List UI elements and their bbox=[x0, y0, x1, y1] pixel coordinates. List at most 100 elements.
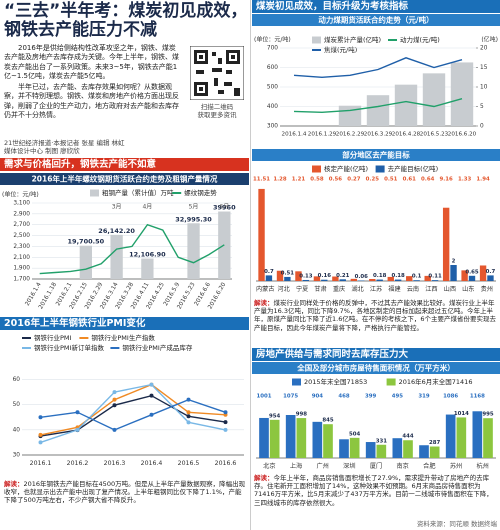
y2-tick-label: 20 bbox=[480, 46, 488, 52]
x-tick-label: 厦门 bbox=[370, 462, 382, 470]
value-label: 2 bbox=[452, 259, 456, 265]
x-tick-label: 南京 bbox=[396, 462, 408, 470]
bar bbox=[284, 276, 291, 281]
note-text: 今年上半年，商品房销售面积增长了27.9%，需求提升带动了房地产的去库存。住宅新… bbox=[254, 474, 493, 507]
x-tick-label: 上海 bbox=[290, 462, 302, 470]
qr-caption-line: 扫描二维码 bbox=[200, 103, 234, 111]
legend-swatch bbox=[312, 165, 321, 173]
chart-title: 动力煤期货活跃合约走势（元/吨） bbox=[318, 15, 433, 25]
line-series bbox=[293, 98, 463, 114]
point bbox=[38, 415, 43, 420]
value-label: 954 bbox=[269, 413, 281, 419]
bar bbox=[259, 417, 269, 458]
legend-label: 2016年6月末全国71416 bbox=[399, 377, 473, 386]
bar bbox=[431, 280, 439, 281]
value-label: 1001 bbox=[256, 394, 271, 400]
x-tick-label: 2016.3.29 bbox=[364, 132, 393, 138]
chart-title: 部分地区去产能目标 bbox=[342, 150, 410, 160]
y-tick-label: 300 bbox=[267, 124, 278, 130]
value-label: 995 bbox=[482, 412, 494, 418]
x-tick-label: 江苏 bbox=[370, 285, 382, 293]
value-label: 1.28 bbox=[273, 177, 287, 183]
period-label: 3月 bbox=[112, 204, 122, 211]
value-label: 0.51 bbox=[281, 270, 295, 276]
value-label: 0.21 bbox=[336, 273, 350, 279]
bar bbox=[369, 279, 376, 281]
x-tick-label: 山西 bbox=[444, 285, 456, 293]
legend-label: 焦煤(元/吨) bbox=[324, 45, 357, 54]
value-label: 0.16 bbox=[318, 273, 332, 279]
value-label: 904 bbox=[312, 394, 324, 400]
y-tick-label: 2,500 bbox=[13, 233, 30, 239]
bar bbox=[296, 418, 307, 458]
x-tick-label: 2016.1.29 bbox=[308, 132, 337, 138]
period-label: 4月 bbox=[142, 204, 152, 211]
x-tick-label: 2016.6.20 bbox=[448, 132, 477, 138]
chart: 部分地区去产能目标核定产能(亿吨) 去产能目标(亿吨)内蒙古 河北 宁夏 甘肃 重庆 湖北江… bbox=[252, 149, 500, 293]
line-series bbox=[40, 383, 226, 436]
y-tick-label: 2,700 bbox=[13, 222, 30, 228]
bar bbox=[472, 411, 483, 458]
bar bbox=[429, 446, 440, 458]
value-label: 0.61 bbox=[403, 177, 417, 183]
title-strip bbox=[0, 173, 249, 185]
bar bbox=[403, 440, 413, 458]
line-series bbox=[40, 383, 226, 444]
bar bbox=[323, 424, 333, 458]
bar bbox=[110, 234, 123, 279]
value-label: 1.33 bbox=[458, 177, 472, 183]
note-heading: 解读： bbox=[4, 480, 24, 488]
value-label: 444 bbox=[402, 434, 414, 440]
axis-unit: (单位：元/吨) bbox=[2, 191, 39, 199]
title-strip bbox=[252, 149, 500, 161]
value-label: 0.18 bbox=[373, 273, 387, 279]
bar bbox=[187, 223, 200, 279]
banner: 煤炭初见成效，目标升级为考核指标 bbox=[252, 0, 500, 13]
title-strip bbox=[252, 14, 500, 26]
value-label: 1086 bbox=[443, 394, 458, 400]
x-tick-label: 2016.1 bbox=[30, 460, 52, 467]
y-tick-label: 1,900 bbox=[13, 266, 30, 272]
value-label: 468 bbox=[338, 394, 350, 400]
bar bbox=[450, 62, 474, 126]
banner: 2016年上半年钢铁行业PMI变化 bbox=[0, 317, 249, 330]
y-tick-label: 60 bbox=[13, 377, 21, 383]
value-label: 0.7 bbox=[264, 269, 274, 275]
axis-unit: (亿吨) bbox=[481, 36, 498, 44]
bar bbox=[313, 276, 321, 281]
bar bbox=[413, 280, 420, 281]
bar bbox=[295, 271, 302, 281]
x-tick-label: 河北 bbox=[278, 285, 291, 293]
value-label: 0.65 bbox=[465, 269, 479, 275]
value-label: 0.06 bbox=[355, 274, 369, 280]
value-label: 0.11 bbox=[428, 274, 442, 280]
x-tick-label: 内蒙古 bbox=[256, 285, 275, 293]
x-tick-label: 2016.1.4 bbox=[282, 132, 307, 138]
bar bbox=[332, 276, 339, 281]
value-label: 0.18 bbox=[391, 273, 405, 279]
bar bbox=[394, 84, 418, 126]
value-label: 845 bbox=[322, 418, 334, 424]
period-label: 6月 bbox=[219, 204, 229, 211]
y2-tick-label: 0 bbox=[480, 124, 484, 130]
point bbox=[149, 412, 154, 417]
credit-line: 媒体设计中心 制图 廖欣欣 bbox=[4, 147, 80, 155]
x-tick-label: 贵州 bbox=[481, 285, 493, 293]
value-label: 0.1 bbox=[412, 274, 422, 280]
y-tick-label: 600 bbox=[267, 65, 278, 71]
legend-swatch bbox=[90, 189, 99, 197]
banner: 需求与价格回升，钢铁去产能不如意 bbox=[0, 158, 249, 171]
bar bbox=[487, 275, 494, 281]
value-label: 1014 bbox=[454, 411, 469, 417]
value-label: 1168 bbox=[470, 394, 485, 400]
bar bbox=[302, 279, 310, 281]
point bbox=[112, 390, 117, 395]
x-tick-label: 云南 bbox=[407, 285, 419, 293]
bar bbox=[461, 270, 468, 281]
bar bbox=[424, 275, 431, 281]
intro: 2016年是供给侧结构性改革攻坚之年，钢铁、煤炭去产能及房地产去库存成为关键。今… bbox=[4, 44, 182, 122]
qr-code bbox=[190, 46, 244, 100]
point bbox=[186, 397, 191, 402]
x-tick-label: 广州 bbox=[316, 462, 328, 470]
